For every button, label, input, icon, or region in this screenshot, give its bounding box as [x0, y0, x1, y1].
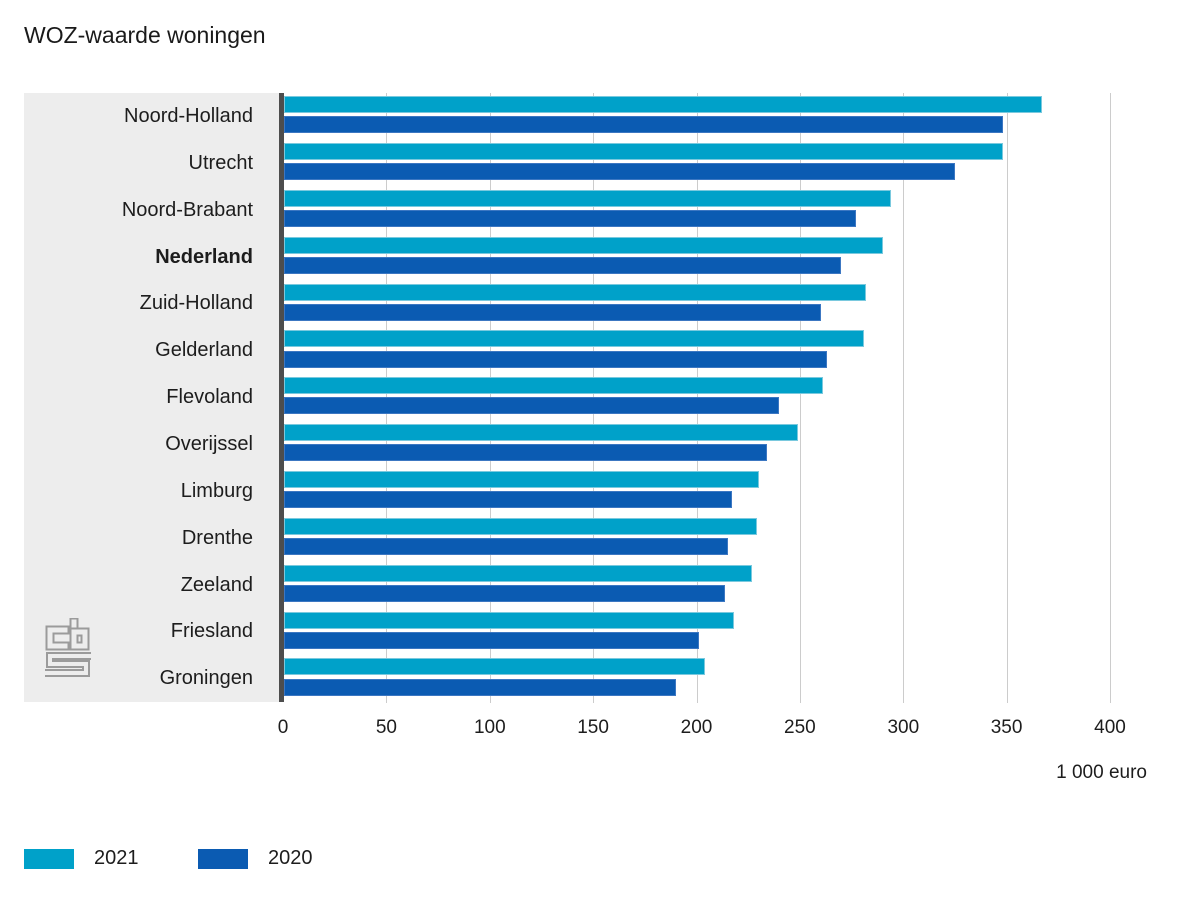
bar-2020-zeeland[interactable] — [284, 584, 726, 602]
bar-2021-utrecht[interactable] — [284, 143, 1003, 160]
legend-label-2021: 2021 — [94, 847, 139, 869]
bar-2020-noord-brabant[interactable] — [284, 210, 856, 227]
bar-2021-drenthe[interactable] — [284, 517, 757, 535]
bar-2020-flevoland[interactable] — [284, 397, 780, 415]
gridline-400 — [1110, 93, 1111, 703]
bar-2020-friesland[interactable] — [284, 631, 699, 649]
x-tick-label-250: 250 — [784, 717, 816, 738]
x-axis-unit-label: 1 000 euro — [1056, 762, 1147, 783]
x-tick-label-150: 150 — [577, 717, 609, 738]
category-panel — [24, 93, 279, 702]
category-label-noord-brabant: Noord-Brabant — [121, 198, 253, 221]
legend-label-2020: 2020 — [268, 847, 313, 869]
category-label-drenthe: Drenthe — [181, 526, 253, 549]
legend-swatch-2021 — [24, 848, 74, 869]
cbs-logo — [45, 618, 91, 677]
category-label-limburg: Limburg — [180, 479, 253, 502]
legend-item-2020[interactable]: 2020 — [198, 847, 313, 870]
gridline-300 — [903, 93, 905, 703]
x-tick-label-400: 400 — [1094, 717, 1126, 738]
bar-2021-groningen[interactable] — [284, 658, 705, 676]
category-label-gelderland: Gelderland — [155, 339, 253, 362]
bar-2021-zuid-holland[interactable] — [284, 283, 866, 301]
category-label-nederland: Nederland — [155, 245, 253, 268]
bar-2020-limburg[interactable] — [284, 491, 732, 509]
category-label-groningen: Groningen — [159, 667, 253, 690]
chart-title: WOZ-waarde woningen — [24, 22, 266, 48]
bar-2021-noord-brabant[interactable] — [284, 189, 891, 207]
bar-2020-utrecht[interactable] — [284, 163, 955, 181]
bar-2020-gelderland[interactable] — [284, 350, 827, 368]
bar-2021-zeeland[interactable] — [284, 564, 753, 582]
bar-2020-nederland[interactable] — [284, 256, 842, 274]
legend-item-2021[interactable]: 2021 — [24, 847, 139, 870]
x-tick-label-350: 350 — [990, 717, 1023, 738]
category-label-friesland: Friesland — [170, 620, 253, 643]
bar-2021-gelderland[interactable] — [284, 330, 864, 348]
bar-2020-groningen[interactable] — [284, 678, 676, 696]
legend-swatch-2020 — [198, 848, 248, 869]
category-label-zuid-holland: Zuid-Holland — [139, 292, 253, 315]
category-label-utrecht: Utrecht — [188, 151, 253, 174]
gridline-250 — [799, 93, 801, 703]
x-tick-label-200: 200 — [680, 717, 713, 738]
bar-2021-limburg[interactable] — [284, 471, 759, 488]
bar-2021-friesland[interactable] — [284, 611, 734, 629]
y-axis-line — [279, 93, 284, 702]
category-label-zeeland: Zeeland — [180, 573, 253, 596]
bar-2020-overijssel[interactable] — [284, 444, 767, 462]
x-tick-label-0: 0 — [277, 717, 289, 738]
bar-2021-overijssel[interactable] — [284, 424, 798, 442]
category-label-overijssel: Overijssel — [165, 432, 253, 455]
bar-2021-flevoland[interactable] — [284, 377, 823, 395]
bar-2021-noord-holland[interactable] — [284, 96, 1042, 114]
x-tick-label-50: 50 — [375, 717, 397, 738]
category-label-flevoland: Flevoland — [166, 386, 253, 409]
bar-2020-noord-holland[interactable] — [284, 116, 1003, 134]
gridline-350 — [1006, 93, 1008, 703]
bar-2021-nederland[interactable] — [284, 236, 883, 254]
category-label-noord-holland: Noord-Holland — [124, 105, 253, 127]
x-tick-label-300: 300 — [887, 717, 920, 738]
x-tick-label-100: 100 — [473, 717, 506, 738]
bar-2020-drenthe[interactable] — [284, 537, 728, 555]
bar-2020-zuid-holland[interactable] — [284, 303, 821, 321]
